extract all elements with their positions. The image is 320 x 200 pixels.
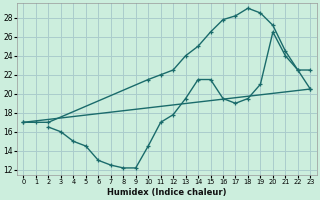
X-axis label: Humidex (Indice chaleur): Humidex (Indice chaleur) <box>107 188 227 197</box>
